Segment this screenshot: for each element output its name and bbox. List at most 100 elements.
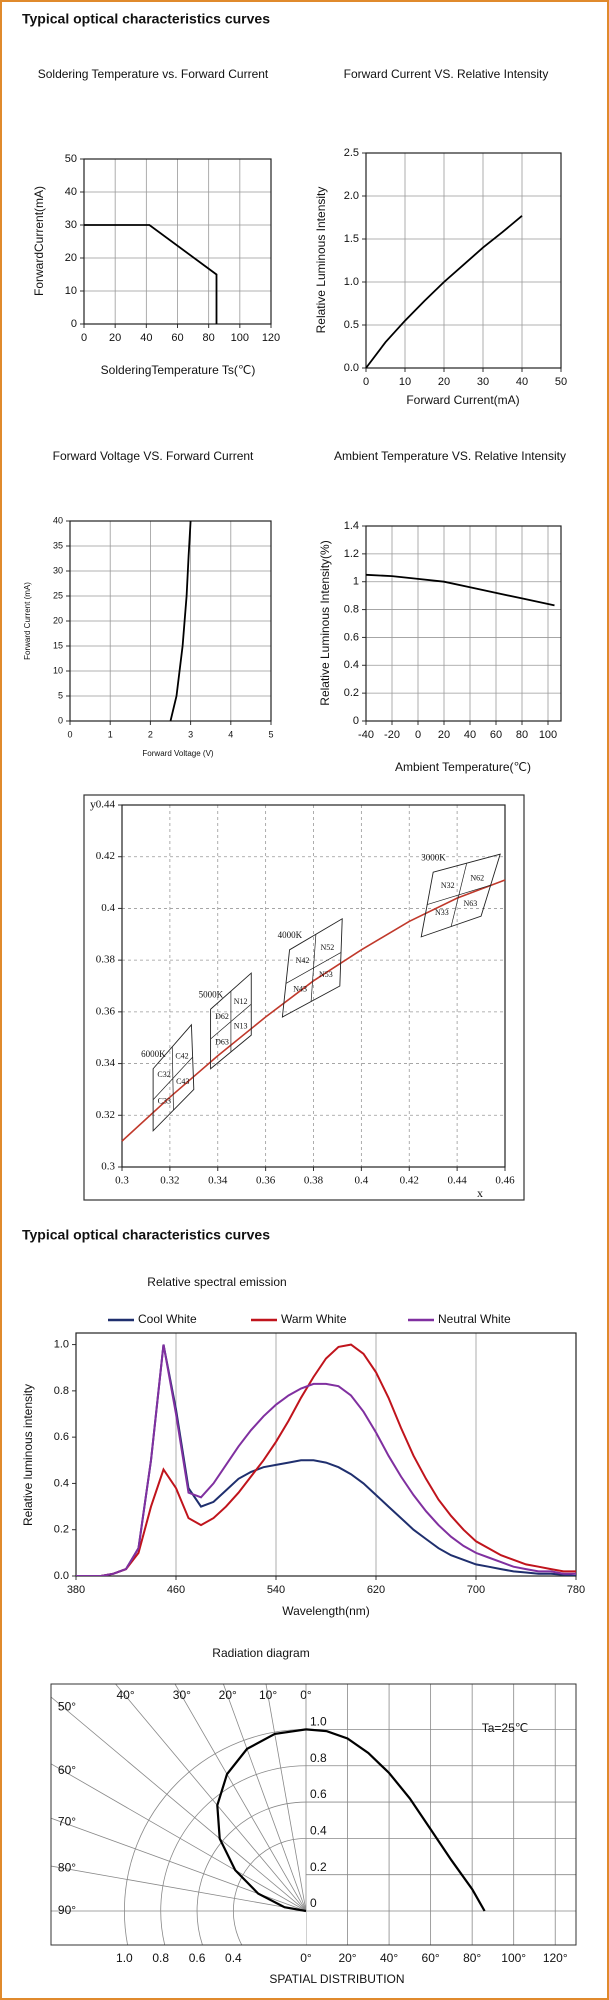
heading: Typical optical characteristics curves <box>22 1227 270 1243</box>
y-axis-label: Relative luminous intensity <box>21 1384 35 1526</box>
x-tick-label: 80 <box>516 729 528 741</box>
x-axis-label: Ambient Temperature(℃) <box>395 760 531 774</box>
x-tick-label: 0.36 <box>256 1175 276 1187</box>
plot-area <box>83 158 272 325</box>
x-tick-label: -40 <box>358 729 374 741</box>
x-tick-label: 0° <box>300 1951 312 1965</box>
x-tick-label: 80° <box>463 1951 481 1965</box>
angle-label: 20° <box>219 1688 237 1702</box>
y-tick-label: 1.2 <box>344 548 359 560</box>
data-line <box>365 215 523 369</box>
bin-label: C42 <box>175 1052 188 1061</box>
polar-spoke <box>51 1865 306 1912</box>
y-tick-label: 2.0 <box>344 190 359 202</box>
y-tick-label: 0.6 <box>310 1787 327 1801</box>
y-tick-label: 10 <box>65 285 77 297</box>
plot-frame <box>50 1683 577 1946</box>
angle-label: 10° <box>259 1688 277 1702</box>
polar-spoke <box>265 1684 306 1912</box>
legend-label: Neutral White <box>438 1312 511 1326</box>
x-tick-label: 0.4 <box>355 1175 369 1187</box>
x-tick-label: 780 <box>567 1584 585 1596</box>
x-tick-label: 460 <box>167 1584 185 1596</box>
y-tick-label: 0.38 <box>96 954 116 966</box>
x-tick-label: 0 <box>81 332 87 344</box>
data-line <box>365 573 555 607</box>
legend-label: Cool White <box>138 1312 197 1326</box>
r-tick-label: 0.8 <box>152 1951 169 1965</box>
x-tick-label: 40° <box>380 1951 398 1965</box>
y-tick-label: 0.2 <box>54 1524 69 1536</box>
x-tick-label: 50 <box>555 376 567 388</box>
r-tick-label: 1.0 <box>116 1951 133 1965</box>
y-tick-label: 0.34 <box>96 1057 116 1069</box>
bin-label: N12 <box>234 997 248 1006</box>
bin-divider <box>285 952 342 984</box>
x-axis-label: Forward Voltage (V) <box>142 749 213 758</box>
cct-label: 4000K <box>278 930 303 940</box>
angle-label: 80° <box>58 1860 76 1874</box>
y-tick-label: 0.4 <box>310 1824 327 1838</box>
bin-label: N62 <box>470 874 484 883</box>
chart-title: Forward Current VS. Relative Intensity <box>344 67 549 81</box>
cct-label: 3000K <box>421 852 446 862</box>
y-tick-label: 35 <box>53 540 63 550</box>
x-tick-label: 380 <box>67 1584 85 1596</box>
polar-spoke <box>51 1817 306 1912</box>
x-tick-label: 3 <box>188 729 193 739</box>
y-tick-label: 0.4 <box>344 659 359 671</box>
plot-area <box>75 1332 577 1577</box>
x-tick-label: 0.44 <box>448 1175 468 1187</box>
y-tick-label: 0.3 <box>101 1161 115 1173</box>
r-tick-label: 0.4 <box>225 1951 242 1965</box>
y-tick-label: 0 <box>58 715 63 725</box>
y-axis-label: ForwardCurrent(mA) <box>32 186 46 296</box>
y-tick-label: 0.2 <box>344 687 359 699</box>
x-tick-label: 0.42 <box>400 1175 419 1187</box>
y-tick-label: 0 <box>353 715 359 727</box>
y-tick-label: 25 <box>53 590 63 600</box>
y-tick-label: 0 <box>310 1896 317 1910</box>
x-tick-label: 40 <box>140 332 152 344</box>
x-axis-label: x <box>477 1186 483 1200</box>
y-tick-label: 10 <box>53 665 63 675</box>
bin-label: N13 <box>234 1022 248 1031</box>
y-axis-label: Relative Luminous Intensity <box>314 187 328 334</box>
bin-quad <box>281 917 343 1018</box>
data-line <box>84 224 218 324</box>
bin-label: D63 <box>215 1037 229 1046</box>
y-tick-label: 0.4 <box>101 902 115 914</box>
bin-label: C43 <box>176 1077 189 1086</box>
polar-spoke <box>51 1763 306 1912</box>
y-tick-label: 0.6 <box>54 1431 69 1443</box>
y-axis-label: Relative Luminous Intensity(%) <box>318 540 332 705</box>
bin-label: N32 <box>441 881 455 890</box>
y-tick-label: 1 <box>353 576 359 588</box>
annotation: Ta=25℃ <box>482 1721 529 1735</box>
polar-spoke <box>222 1684 306 1912</box>
chart-title: Relative spectral emission <box>147 1275 286 1289</box>
chart-title: Forward Voltage VS. Forward Current <box>53 449 254 463</box>
x-tick-label: 0.32 <box>160 1175 179 1187</box>
cct-label: 6000K <box>141 1049 166 1059</box>
polar-spoke <box>174 1684 306 1912</box>
planckian-curve <box>121 879 506 1142</box>
x-tick-label: 20 <box>438 376 450 388</box>
data-line <box>169 520 192 722</box>
y-tick-label: 0.8 <box>54 1385 69 1397</box>
y-tick-label: 1.0 <box>310 1715 327 1729</box>
chart-frame <box>83 794 525 1201</box>
y-tick-label: 0.4 <box>54 1477 69 1489</box>
bin-label: N33 <box>435 908 449 917</box>
intensity-curve <box>305 1728 486 1912</box>
y-axis-label: y <box>90 797 96 811</box>
y-tick-label: 40 <box>53 515 63 525</box>
y-tick-label: 2.5 <box>344 147 359 159</box>
x-tick-label: 2 <box>148 729 153 739</box>
y-tick-label: 1.0 <box>344 276 359 288</box>
x-tick-label: 10 <box>399 376 411 388</box>
x-tick-label: 20 <box>438 729 450 741</box>
x-tick-label: 100 <box>539 729 557 741</box>
x-tick-label: 60 <box>171 332 183 344</box>
